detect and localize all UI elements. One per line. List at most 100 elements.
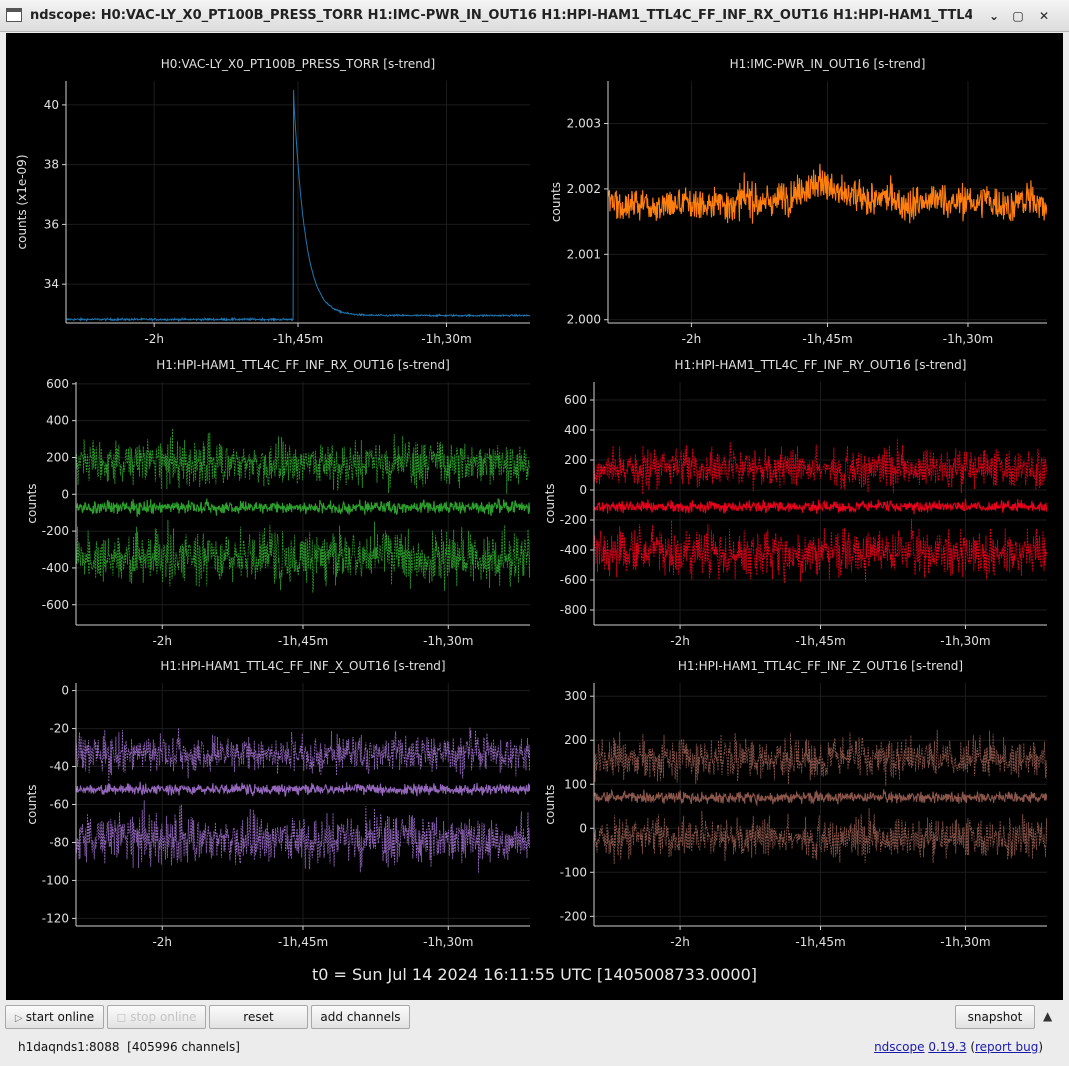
y-axis-label: counts [549, 182, 563, 222]
y-tick-label: -80 [49, 835, 69, 849]
x-tick-label: -1h,30m [423, 935, 473, 949]
x-tick-label: -2h [682, 332, 702, 346]
series-max-line [594, 438, 1047, 495]
x-tick-label: -1h,30m [940, 935, 990, 949]
plot-area[interactable]: H0:VAC-LY_X0_PT100B_PRESS_TORR [s-trend]… [6, 33, 1063, 1000]
status-bar: h1daqnds1:8088 [405996 channels] ndscope… [0, 1032, 1069, 1066]
series-mean-line [76, 781, 530, 797]
y-tick-label: -200 [560, 909, 587, 923]
plot-panel-2[interactable]: H1:IMC-PWR_IN_OUT16 [s-trend] 2.000 2.001 2… [549, 57, 1047, 346]
y-tick-label: 38 [44, 158, 59, 172]
maximize-icon[interactable]: ▢ [1012, 9, 1024, 23]
plot-panel-4[interactable]: H1:HPI-HAM1_TTL4C_FF_INF_RY_OUT16 [s-tre… [543, 358, 1047, 648]
y-tick-label: -400 [42, 561, 69, 575]
series-min-line [594, 518, 1047, 584]
y-tick-label: -20 [49, 722, 69, 736]
plot-panel-3[interactable]: H1:HPI-HAM1_TTL4C_FF_INF_RX_OUT16 [s-tre… [25, 358, 530, 648]
version-info: ndscope 0.19.3 (report bug) [874, 1040, 1043, 1054]
y-tick-label: 2.003 [567, 117, 601, 131]
y-tick-label: 200 [564, 733, 587, 747]
plot-title: H0:VAC-LY_X0_PT100B_PRESS_TORR [s-trend] [161, 57, 435, 71]
play-icon: ▷ [14, 1013, 26, 1024]
y-tick-label: -600 [560, 573, 587, 587]
y-axis-label: counts [543, 784, 557, 824]
collapse-arrow-icon[interactable]: ▲ [1043, 1009, 1053, 1023]
y-axis-label: counts [25, 483, 39, 523]
y-tick-label: 0 [61, 487, 69, 501]
plot-title: H1:HPI-HAM1_TTL4C_FF_INF_X_OUT16 [s-tren… [160, 659, 445, 673]
x-tick-label: -1h,45m [802, 332, 852, 346]
y-tick-label: -120 [42, 911, 69, 925]
series-mean-line [66, 89, 530, 323]
y-tick-label: 0 [579, 483, 587, 497]
y-tick-label: 400 [46, 414, 69, 428]
x-tick-label: -1h,30m [421, 332, 471, 346]
y-tick-label: -100 [560, 865, 587, 879]
y-tick-label: 600 [46, 377, 69, 391]
y-tick-label: -100 [42, 873, 69, 887]
stop-online-button: ◻ stop online [107, 1005, 206, 1029]
y-tick-label: -800 [560, 603, 587, 617]
minimize-icon[interactable]: ⌄ [988, 9, 1000, 23]
channel-count: [405996 channels] [127, 1040, 240, 1054]
y-tick-label: 300 [564, 689, 587, 703]
start-online-button[interactable]: ▷ start online [5, 1005, 104, 1029]
y-tick-label: 600 [564, 393, 587, 407]
y-tick-label: 400 [564, 423, 587, 437]
series-max-line [594, 729, 1047, 786]
ndscope-link[interactable]: ndscope [874, 1040, 925, 1054]
plot-panel-6[interactable]: H1:HPI-HAM1_TTL4C_FF_INF_Z_OUT16 [s-tren… [543, 659, 1047, 949]
y-tick-label: -600 [42, 598, 69, 612]
t0-label: t0 = Sun Jul 14 2024 16:11:55 UTC [14050… [311, 965, 758, 984]
x-tick-label: -2h [670, 634, 690, 648]
plot-title: H1:HPI-HAM1_TTL4C_FF_INF_RY_OUT16 [s-tre… [675, 358, 967, 372]
x-tick-label: -1h,30m [943, 332, 993, 346]
plots-canvas[interactable]: H0:VAC-LY_X0_PT100B_PRESS_TORR [s-trend]… [6, 33, 1063, 1000]
y-tick-label: -400 [560, 543, 587, 557]
reset-button[interactable]: reset [209, 1005, 308, 1029]
x-tick-label: -1h,30m [423, 634, 473, 648]
x-tick-label: -2h [152, 634, 172, 648]
y-tick-label: 0 [61, 684, 69, 698]
x-tick-label: -1h,30m [940, 634, 990, 648]
x-tick-label: -1h,45m [278, 634, 328, 648]
window-titlebar: ndscope: H0:VAC-LY_X0_PT100B_PRESS_TORR … [0, 0, 1069, 32]
y-axis-label: counts [543, 483, 557, 523]
snapshot-button[interactable]: snapshot [955, 1005, 1035, 1029]
series-min-line [76, 800, 530, 874]
series-min-line [76, 519, 530, 593]
close-icon[interactable]: ✕ [1038, 9, 1050, 23]
series-min-line [594, 807, 1047, 865]
y-tick-label: 34 [44, 277, 59, 291]
series-mean-line [608, 163, 1047, 224]
x-tick-label: -1h,45m [795, 935, 845, 949]
window-title: ndscope: H0:VAC-LY_X0_PT100B_PRESS_TORR … [30, 8, 972, 23]
stop-icon: ◻ [116, 1010, 131, 1024]
x-tick-label: -1h,45m [273, 332, 323, 346]
server-status: h1daqnds1:8088 [405996 channels] [18, 1040, 240, 1054]
report-bug-link[interactable]: report bug [975, 1040, 1039, 1054]
x-tick-label: -1h,45m [795, 634, 845, 648]
version-link[interactable]: 0.19.3 [928, 1040, 967, 1054]
plot-title: H1:HPI-HAM1_TTL4C_FF_INF_Z_OUT16 [s-tren… [678, 659, 963, 673]
y-tick-label: -40 [49, 760, 69, 774]
plot-panel-1[interactable]: H0:VAC-LY_X0_PT100B_PRESS_TORR [s-trend]… [15, 57, 530, 346]
plot-panel-5[interactable]: H1:HPI-HAM1_TTL4C_FF_INF_X_OUT16 [s-tren… [25, 659, 530, 949]
y-tick-label: 36 [44, 217, 59, 231]
plot-title: H1:IMC-PWR_IN_OUT16 [s-trend] [730, 57, 926, 71]
add-channels-button[interactable]: add channels [311, 1005, 410, 1029]
y-tick-label: -200 [42, 524, 69, 538]
plot-title: H1:HPI-HAM1_TTL4C_FF_INF_RX_OUT16 [s-tre… [156, 358, 450, 372]
series-max-line [76, 727, 530, 782]
x-tick-label: -2h [144, 332, 164, 346]
y-tick-label: 200 [46, 450, 69, 464]
y-axis-label: counts (x1e-09) [15, 154, 29, 249]
toolbar: ▷ start online ◻ stop online reset add c… [0, 1001, 1069, 1031]
x-tick-label: -2h [670, 935, 690, 949]
series-max-line [76, 428, 530, 494]
y-tick-label: 2.002 [567, 182, 601, 196]
y-tick-label: 200 [564, 453, 587, 467]
app-window-icon [6, 8, 22, 22]
series-mean-line [76, 498, 530, 517]
y-tick-label: -60 [49, 798, 69, 812]
